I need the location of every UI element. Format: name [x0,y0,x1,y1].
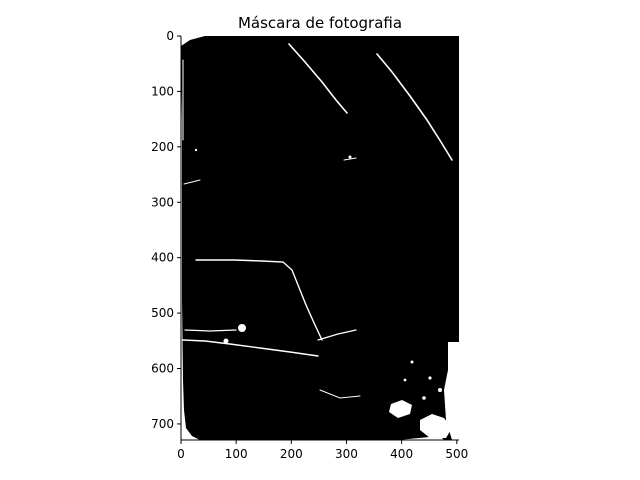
highlight-line [343,157,357,161]
y-tick-label: 700 [151,417,174,431]
x-tick-label: 500 [445,447,468,461]
highlight-blob [410,360,414,364]
x-axis-ticks: 0 100 200 300 400 500 [177,440,468,461]
highlight-blob [444,342,459,440]
y-tick-label: 500 [151,306,174,320]
highlight-line [183,179,201,185]
highlight-blob [438,388,442,392]
y-tick-label: 300 [151,195,174,209]
x-tick-label: 400 [390,447,413,461]
highlight-blob [194,148,198,152]
mask-black-region [181,36,459,440]
highlight-blob [223,338,229,344]
highlight-blob [403,378,407,382]
mask-white-highlights [182,43,453,399]
y-tick-label: 100 [151,84,174,98]
highlight-line [319,389,361,399]
highlight-line [182,339,319,357]
highlight-line [317,329,357,341]
y-tick-label: 0 [166,29,174,43]
y-tick-label: 400 [151,251,174,265]
mask-white-patches [194,148,459,440]
highlight-blob [422,396,426,400]
highlight-line [195,259,323,341]
highlight-blob [348,155,352,159]
y-tick-label: 200 [151,140,174,154]
x-tick-label: 100 [225,447,248,461]
y-axis-ticks: 0 100 200 300 400 500 600 700 [151,29,181,431]
highlight-line [184,329,237,332]
figure-title: Máscara de fotografia [238,14,402,32]
highlight-blob [389,400,412,418]
highlight-blob [428,376,432,380]
x-tick-label: 200 [280,447,303,461]
x-tick-label: 300 [335,447,358,461]
x-tick-label: 0 [177,447,185,461]
highlight-blob [420,414,452,438]
y-tick-label: 600 [151,362,174,376]
highlight-line [288,43,348,114]
highlight-line [376,53,453,161]
highlight-blob [238,324,246,332]
mask-image [181,36,459,440]
